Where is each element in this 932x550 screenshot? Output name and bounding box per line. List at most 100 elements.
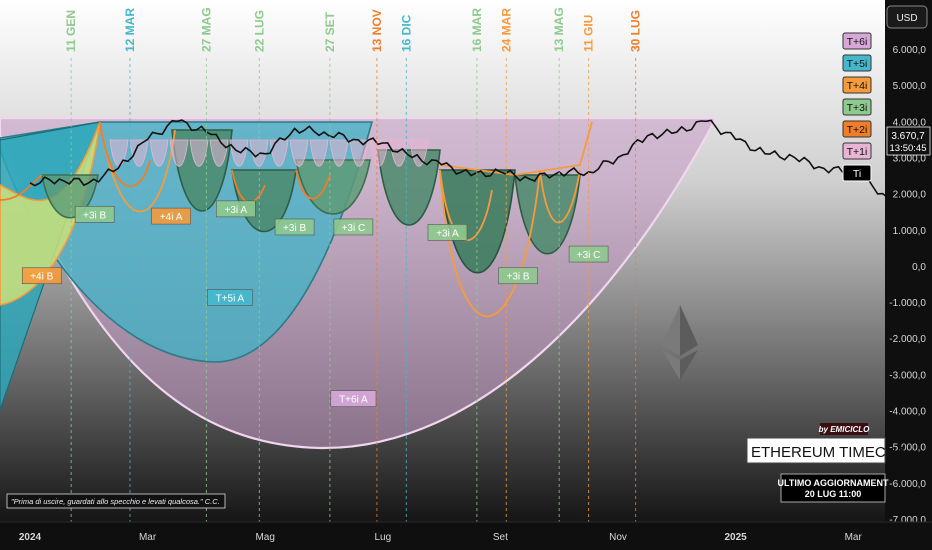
updated-line-2: 20 LUG 11:00 bbox=[805, 489, 862, 499]
y-tick-12: -6.000,0 bbox=[889, 479, 926, 490]
bowl-3i-c-1 bbox=[295, 159, 371, 215]
y-tick-11: -5.000,0 bbox=[889, 443, 926, 454]
y-tick-4: 2.000,0 bbox=[893, 190, 927, 201]
cycle-label-box-5 bbox=[21, 267, 62, 285]
x-tick-6: 2025 bbox=[724, 532, 747, 543]
arc-2i-1 bbox=[99, 121, 151, 188]
x-tick-1: Mar bbox=[139, 532, 157, 543]
legend-label-4: T+2i bbox=[847, 124, 868, 136]
cycle-label-box-10 bbox=[330, 390, 377, 407]
ethereum-logo-icon bbox=[662, 305, 698, 380]
x-axis-panel bbox=[0, 522, 932, 550]
legend-swatch-2 bbox=[842, 76, 872, 94]
cycle-label-6: T+5i A bbox=[216, 293, 245, 304]
y-tick-2: 4.000,0 bbox=[893, 117, 927, 128]
chart-title: ETHEREUM TIMECHA bbox=[751, 444, 907, 461]
bowl-3i-b-3 bbox=[439, 169, 516, 274]
arc-2i-0 bbox=[0, 174, 43, 201]
quote-box bbox=[6, 493, 226, 509]
title-box bbox=[746, 437, 886, 464]
cycle-label-box-0 bbox=[74, 205, 115, 223]
cycle-label-4: +3i C bbox=[342, 223, 366, 234]
hump-1i-13 bbox=[369, 139, 389, 167]
currency-button[interactable] bbox=[886, 5, 928, 29]
cycle-label-0: +3i B bbox=[83, 210, 106, 221]
cycle-t4i-left bbox=[0, 121, 101, 306]
date-markers: 11 GEN 12 MAR 27 MAG 22 LUG 27 SET 13 NOV 16 D… bbox=[64, 7, 643, 522]
hump-1i-5 bbox=[209, 139, 229, 167]
legend-label-3: T+3i bbox=[847, 102, 868, 114]
arc-4i-top bbox=[439, 121, 593, 176]
cycle-label-10: T+6i A bbox=[339, 395, 368, 406]
legend-swatch-4 bbox=[842, 120, 872, 138]
hump-1i-4 bbox=[189, 139, 209, 167]
y-tick-5: 1.000,0 bbox=[893, 226, 927, 237]
arc-4i-b-3 bbox=[539, 169, 581, 224]
cycle-label-box-9 bbox=[568, 245, 609, 263]
marker-label-3: 22 LUG bbox=[252, 10, 266, 52]
y-tick-8: -2.000,0 bbox=[889, 334, 926, 345]
legend-label-5: T+1i bbox=[847, 146, 868, 158]
price-countdown: 13:50:45 bbox=[890, 143, 927, 154]
marker-label-5: 13 NOV bbox=[370, 9, 384, 52]
marker-label-8: 24 MAR bbox=[499, 8, 513, 52]
hump-1i-9 bbox=[289, 139, 309, 167]
x-tick-4: Set bbox=[493, 532, 508, 543]
updated-line-1: ULTIMO AGGIORNAMENT bbox=[778, 478, 889, 488]
price-value: 3.670,7 bbox=[891, 131, 925, 142]
hump-1i-7 bbox=[249, 139, 269, 167]
marker-label-6: 16 DIC bbox=[399, 14, 413, 52]
hump-1i-2 bbox=[149, 139, 169, 167]
marker-label-10: 11 GIU bbox=[582, 15, 596, 52]
cycle-label-box-1 bbox=[151, 207, 191, 225]
hump-1i-1 bbox=[129, 139, 149, 167]
brand-label: by EMICICLO bbox=[819, 425, 870, 434]
y-tick-3: 3.000,0 bbox=[893, 153, 927, 164]
price-tag bbox=[886, 126, 931, 156]
cycle-label-3: +3i B bbox=[283, 223, 306, 234]
x-tick-7: Mar bbox=[845, 532, 863, 543]
cycle-label-box-8 bbox=[498, 267, 538, 285]
currency-label: USD bbox=[896, 13, 917, 24]
hump-1i-15 bbox=[409, 139, 429, 167]
bowl-3i-a-2 bbox=[377, 149, 441, 226]
marker-label-2: 27 MAG bbox=[199, 7, 213, 52]
arc-2i-3 bbox=[295, 169, 331, 200]
y-tick-9: -3.000,0 bbox=[889, 370, 926, 381]
y-tick-0: 6.000,0 bbox=[893, 45, 927, 56]
hump-1i-6 bbox=[229, 139, 249, 167]
marker-label-0: 11 GEN bbox=[64, 10, 78, 52]
cycle-label-8: +3i B bbox=[507, 272, 530, 283]
marker-label-4: 27 SET bbox=[323, 11, 337, 52]
x-tick-0: 2024 bbox=[19, 532, 42, 543]
y-tick-6: 0,0 bbox=[912, 262, 926, 273]
cycle-label-5: +4i B bbox=[30, 272, 53, 283]
marker-label-9: 13 MAG bbox=[552, 7, 566, 52]
y-tick-1: 5.000,0 bbox=[893, 81, 927, 92]
legend-label-2: T+4i bbox=[847, 80, 868, 92]
marker-label-7: 16 MAR bbox=[470, 8, 484, 52]
cycle-label-7: +3i A bbox=[436, 228, 459, 239]
brand-box bbox=[820, 423, 868, 435]
y-tick-10: -4.000,0 bbox=[889, 407, 926, 418]
y-tick-7: -1.000,0 bbox=[889, 298, 926, 309]
marker-label-1: 12 MAR bbox=[123, 8, 137, 52]
cycle-labels: +3i B +4i A +3i A +3i B +3i C +4i B T+5i A +3i … bbox=[21, 200, 609, 407]
legend-label-0: T+6i bbox=[847, 36, 868, 48]
legend-swatch-5 bbox=[842, 142, 872, 160]
cycle-label-2: +3i A bbox=[225, 205, 248, 216]
hump-1i-10 bbox=[309, 139, 329, 167]
legend-swatch-1 bbox=[842, 54, 872, 72]
marker-label-11: 30 LUG bbox=[629, 10, 643, 52]
y-axis-panel bbox=[885, 0, 932, 550]
quote-text: "Prima di uscire, guardati allo specchio… bbox=[11, 497, 220, 506]
hump-1i-3 bbox=[169, 139, 189, 167]
x-tick-3: Lug bbox=[374, 532, 391, 543]
price-line-ti bbox=[29, 119, 932, 211]
y-tick-13: -7.000,0 bbox=[889, 515, 926, 526]
x-tick-5: Nov bbox=[609, 532, 627, 543]
legend-label-6: Ti bbox=[853, 168, 861, 180]
cycle-label-9: +3i C bbox=[577, 250, 601, 261]
